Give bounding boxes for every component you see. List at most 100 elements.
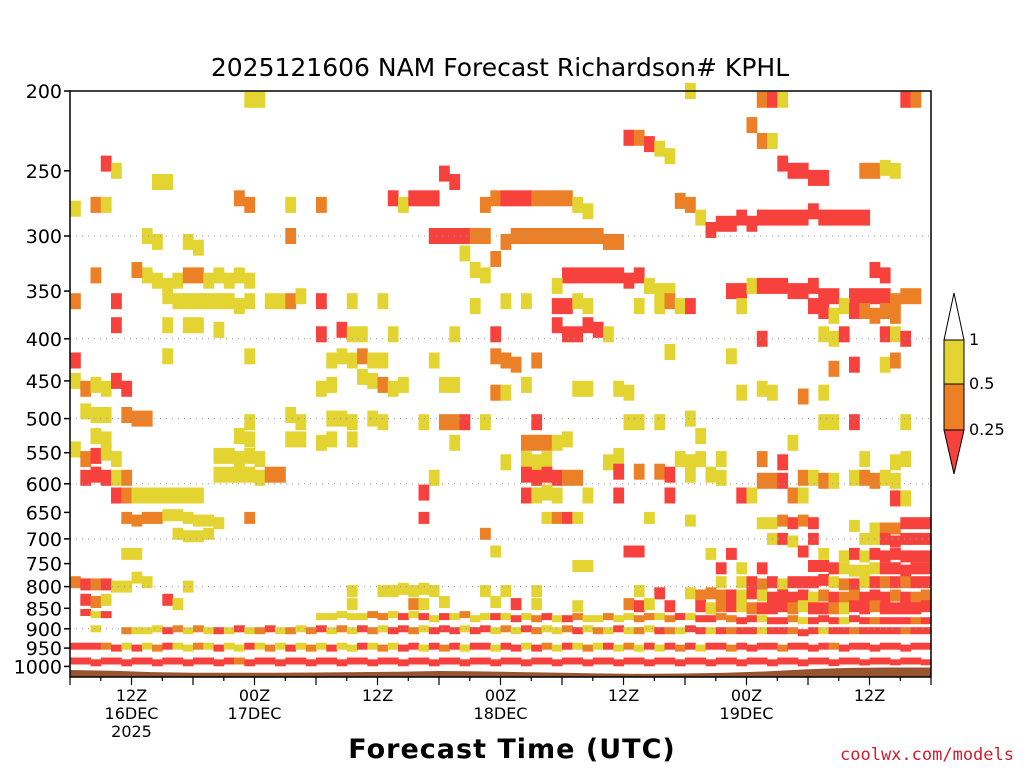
heatmap-cell bbox=[890, 642, 901, 650]
heatmap-cell bbox=[387, 627, 399, 635]
heatmap-cell bbox=[695, 644, 707, 652]
heatmap-cell bbox=[121, 659, 133, 667]
heatmap-cell bbox=[408, 611, 420, 619]
heatmap-cell bbox=[90, 267, 102, 284]
heatmap-cell bbox=[664, 293, 676, 310]
heatmap-cell bbox=[808, 298, 819, 315]
heatmap-cell bbox=[336, 321, 348, 338]
heatmap-cell bbox=[141, 267, 153, 284]
heatmap-cell bbox=[920, 627, 932, 635]
heatmap-cell bbox=[756, 517, 768, 530]
heatmap-cell bbox=[182, 580, 194, 593]
heatmap-cell bbox=[838, 326, 850, 343]
heatmap-cell bbox=[787, 487, 799, 504]
heatmap-cell bbox=[900, 330, 912, 347]
heatmap-cell bbox=[521, 434, 532, 451]
heatmap-cell bbox=[726, 644, 737, 652]
colorbar-bin bbox=[943, 383, 965, 431]
heatmap-cell bbox=[849, 519, 860, 532]
heatmap-cell bbox=[500, 352, 512, 369]
heatmap-cell bbox=[633, 657, 645, 665]
heatmap-cell bbox=[521, 293, 532, 310]
ground-area bbox=[70, 667, 931, 677]
heatmap-cell bbox=[182, 644, 194, 652]
heatmap-cell bbox=[859, 288, 871, 305]
heatmap-cell bbox=[910, 576, 922, 589]
heatmap-cell bbox=[223, 447, 235, 464]
heatmap-cell bbox=[428, 642, 440, 650]
heatmap-cell bbox=[121, 469, 133, 486]
heatmap-cell bbox=[500, 384, 512, 401]
heatmap-cell bbox=[305, 659, 317, 667]
heatmap-cell bbox=[849, 303, 860, 319]
heatmap-cell bbox=[633, 627, 645, 635]
heatmap-cell bbox=[480, 196, 491, 213]
heatmap-cell bbox=[797, 388, 809, 405]
heatmap-cell bbox=[244, 414, 256, 431]
heatmap-cell bbox=[459, 245, 471, 262]
heatmap-cell bbox=[890, 352, 901, 369]
heatmap-cell bbox=[767, 517, 778, 530]
heatmap-cell bbox=[531, 657, 543, 665]
heatmap-cell bbox=[808, 532, 819, 545]
heatmap-cell bbox=[316, 657, 327, 665]
heatmap-cell bbox=[572, 560, 584, 572]
heatmap-cell bbox=[152, 644, 163, 652]
heatmap-cell bbox=[695, 657, 707, 665]
heatmap-cell bbox=[531, 434, 543, 451]
heatmap-cell bbox=[418, 511, 430, 524]
heatmap-cell bbox=[418, 484, 430, 501]
heatmap-cell bbox=[439, 644, 450, 652]
heatmap-cell bbox=[890, 589, 901, 602]
heatmap-cell bbox=[531, 352, 543, 369]
heatmap-cell bbox=[182, 487, 194, 504]
heatmap-cell bbox=[869, 576, 881, 589]
y-tick-label: 850 bbox=[26, 598, 62, 620]
heatmap-cell bbox=[623, 272, 635, 289]
heatmap-cell bbox=[193, 625, 204, 633]
heatmap-cell bbox=[152, 487, 163, 504]
heatmap-cell bbox=[541, 228, 553, 244]
heatmap-cell bbox=[756, 380, 768, 397]
heatmap-cell bbox=[736, 642, 748, 650]
heatmap-cell bbox=[244, 431, 256, 448]
heatmap-cell bbox=[787, 602, 799, 615]
heatmap-cell bbox=[767, 617, 778, 625]
heatmap-cell bbox=[213, 659, 225, 667]
heatmap-cell bbox=[705, 466, 717, 483]
heatmap-cell bbox=[900, 617, 912, 625]
heatmap-cell bbox=[603, 613, 614, 621]
heatmap-cell bbox=[674, 627, 686, 635]
heatmap-cell bbox=[787, 576, 799, 589]
heatmap-cell bbox=[849, 564, 860, 577]
heatmap-cell bbox=[326, 644, 338, 652]
heatmap-cell bbox=[531, 598, 543, 611]
colorbar-bin bbox=[943, 339, 965, 385]
heatmap-cell bbox=[715, 627, 727, 635]
heatmap-cell bbox=[346, 414, 358, 431]
heatmap-cell bbox=[408, 627, 420, 635]
heatmap-cell bbox=[869, 288, 881, 305]
heatmap-cell bbox=[203, 514, 215, 527]
heatmap-cell bbox=[623, 545, 635, 558]
y-tick-label: 250 bbox=[26, 161, 62, 183]
heatmap-cell bbox=[398, 625, 409, 633]
heatmap-cell bbox=[244, 627, 256, 635]
heatmap-cell bbox=[121, 642, 133, 650]
heatmap-cell bbox=[736, 487, 748, 504]
heatmap-cell bbox=[633, 298, 645, 315]
heatmap-cell bbox=[879, 550, 891, 563]
heatmap-cell bbox=[869, 522, 881, 535]
heatmap-cell bbox=[346, 644, 358, 652]
heatmap-cell bbox=[275, 466, 286, 483]
heatmap-cell bbox=[797, 514, 809, 527]
heatmap-cell bbox=[726, 589, 737, 602]
heatmap-cell bbox=[111, 580, 122, 593]
heatmap-cell bbox=[121, 627, 133, 635]
heatmap-cell bbox=[633, 644, 645, 652]
heatmap-cell bbox=[582, 203, 594, 220]
heatmap-cell bbox=[100, 444, 112, 461]
heatmap-cell bbox=[490, 596, 502, 608]
heatmap-cell bbox=[531, 414, 543, 431]
